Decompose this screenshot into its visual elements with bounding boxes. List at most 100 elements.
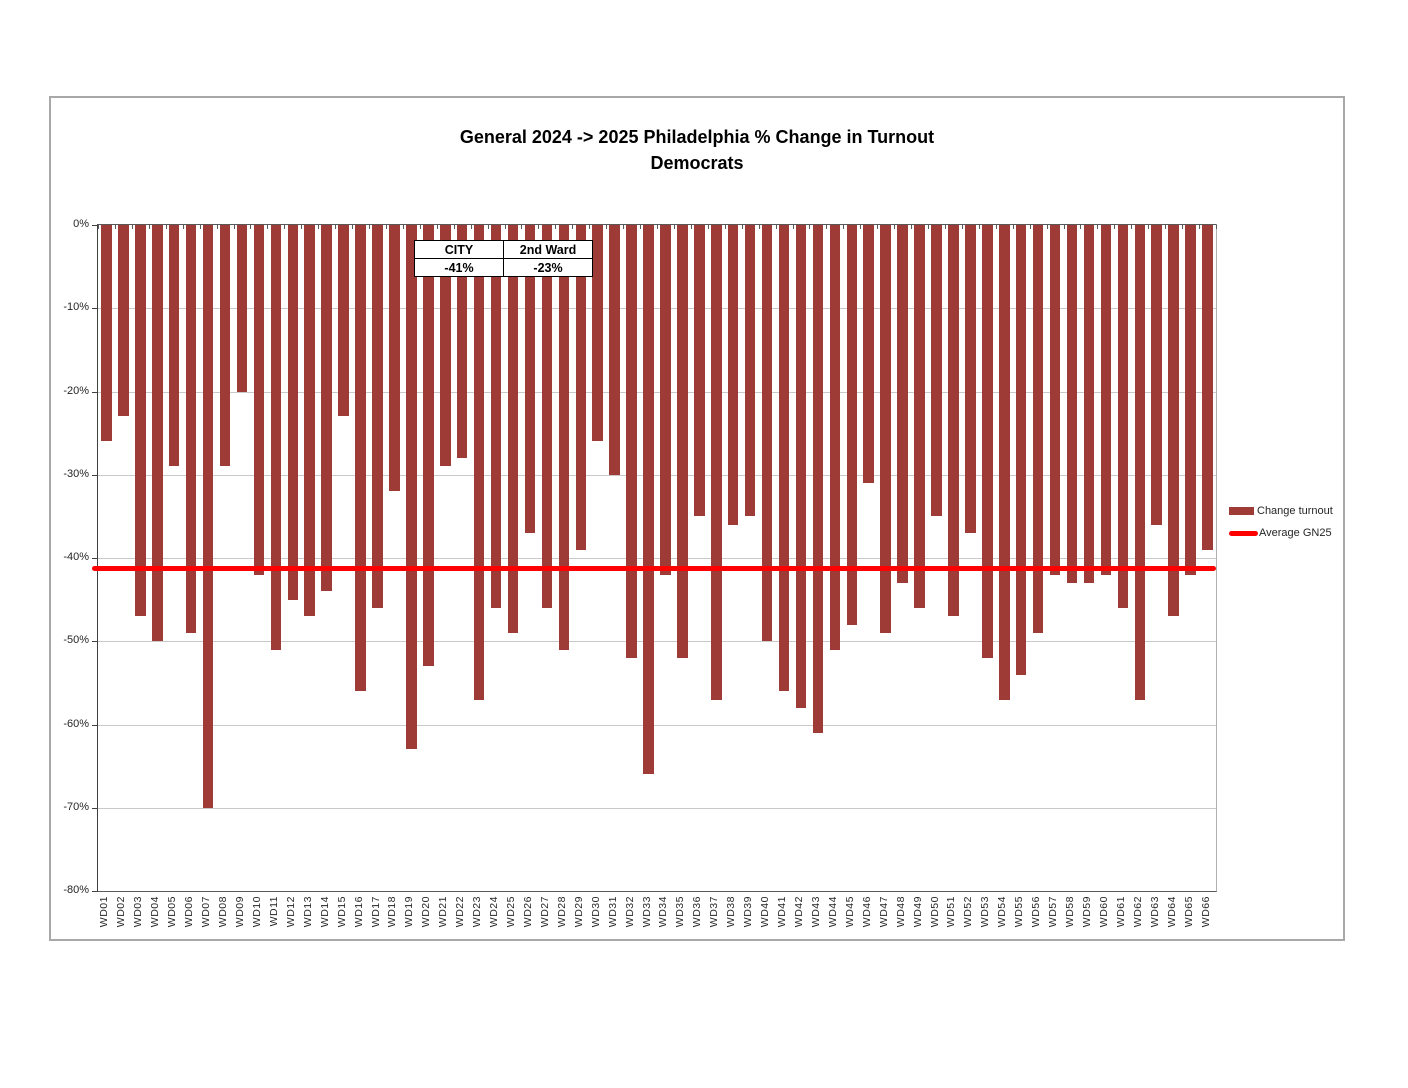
legend: Change turnout Average GN25 — [1229, 500, 1333, 544]
category-tick — [436, 225, 438, 229]
category-tick — [792, 225, 794, 229]
x-axis-label: WD18 — [386, 896, 399, 928]
bar-WD31 — [609, 225, 620, 475]
category-tick — [724, 225, 726, 229]
gridline — [98, 641, 1216, 643]
category-tick — [1182, 225, 1184, 229]
category-tick — [911, 225, 913, 229]
x-axis-label: WD10 — [250, 896, 263, 928]
bar-WD55 — [1015, 225, 1027, 675]
bar-WD59 — [1083, 225, 1095, 583]
category-tick — [233, 225, 235, 229]
x-axis-label: WD16 — [352, 896, 365, 928]
bar-WD33 — [643, 225, 654, 775]
x-axis-label: WD58 — [1064, 896, 1076, 928]
x-axis-label: WD43 — [809, 896, 822, 928]
x-axis-label: WD26 — [521, 896, 534, 928]
x-axis-label: WD34 — [657, 896, 670, 928]
bar-WD28 — [558, 225, 570, 650]
bar-WD07 — [202, 225, 214, 808]
bar-WD66 — [1202, 225, 1213, 550]
y-axis-label: 0% — [73, 218, 89, 230]
bar-WD46 — [863, 225, 874, 484]
chart-title-line1: General 2024 -> 2025 Philadelphia % Chan… — [459, 127, 935, 147]
category-tick — [148, 225, 150, 229]
x-axis-label: WD55 — [1013, 896, 1026, 928]
x-axis-label: WD12 — [284, 896, 297, 928]
category-tick — [978, 225, 980, 229]
y-axis-label: -40% — [63, 551, 89, 563]
category-tick — [1131, 225, 1133, 229]
bar-WD57 — [1049, 225, 1061, 575]
bar-WD47 — [880, 225, 891, 633]
category-tick — [555, 225, 557, 229]
x-axis-label: WD45 — [843, 896, 856, 928]
x-axis-label: WD36 — [691, 896, 704, 928]
bar-WD22 — [456, 225, 468, 459]
category-tick — [657, 225, 658, 229]
y-axis-tick — [92, 807, 97, 809]
x-axis-label: WD23 — [471, 896, 484, 928]
category-tick — [775, 225, 777, 229]
bar-WD15 — [338, 225, 349, 417]
x-axis-label: WD39 — [742, 896, 755, 928]
bar-WD60 — [1100, 225, 1112, 575]
x-axis-label: WD20 — [420, 896, 433, 928]
x-axis-label: WD07 — [200, 896, 213, 928]
x-axis-label: WD09 — [233, 896, 246, 928]
line-swatch-icon — [1229, 530, 1258, 536]
category-tick — [826, 225, 828, 229]
bar-WD44 — [829, 225, 841, 650]
legend-label-average-gn25: Average GN25 — [1259, 527, 1332, 539]
category-tick — [589, 225, 591, 229]
x-axis-label: WD03 — [132, 896, 145, 928]
y-axis-label: -10% — [63, 301, 89, 314]
stats-header-row: CITY 2nd Ward — [414, 240, 593, 259]
bar-WD26 — [524, 225, 536, 534]
bar-WD10 — [253, 225, 265, 575]
x-axis-label: WD48 — [894, 896, 907, 928]
bar-WD11 — [270, 225, 282, 650]
bar-WD38 — [727, 225, 739, 525]
category-tick — [182, 225, 184, 229]
bar-WD43 — [812, 225, 824, 733]
gridline — [98, 474, 1216, 476]
y-axis-tick — [92, 724, 97, 726]
x-axis-label: WD24 — [488, 896, 501, 928]
bar-WD29 — [575, 225, 587, 550]
category-tick — [385, 225, 387, 229]
y-axis-tick — [92, 225, 97, 226]
bar-WD24 — [490, 225, 502, 608]
bar-WD16 — [355, 225, 366, 692]
category-tick — [1199, 225, 1201, 229]
bar-WD62 — [1134, 225, 1146, 700]
y-axis-label: -30% — [63, 467, 89, 480]
category-tick — [301, 225, 303, 229]
x-axis-label: WD66 — [1199, 896, 1212, 928]
bar-WD65 — [1185, 225, 1196, 575]
category-tick — [402, 225, 404, 229]
plot-area — [92, 224, 1217, 892]
x-axis-label: WD01 — [98, 896, 111, 928]
bar-WD35 — [677, 225, 688, 658]
x-axis-label: WD31 — [606, 896, 619, 928]
gridline — [98, 558, 1216, 559]
x-axis-label: WD47 — [877, 896, 890, 928]
bar-WD03 — [135, 225, 146, 617]
bar-WD32 — [626, 225, 637, 658]
category-tick — [1165, 225, 1167, 229]
bar-WD54 — [999, 225, 1010, 700]
x-axis-label: WD17 — [369, 896, 382, 928]
bar-WD58 — [1066, 225, 1078, 583]
legend-item-average-gn25: Average GN25 — [1229, 522, 1333, 544]
legend-label-change-turnout: Change turnout — [1257, 505, 1333, 517]
category-tick — [640, 225, 642, 229]
bar-WD34 — [660, 225, 671, 575]
category-tick — [470, 225, 472, 229]
category-tick — [673, 225, 675, 229]
bar-WD40 — [761, 225, 773, 642]
x-axis-label: WD05 — [166, 896, 179, 928]
category-tick — [572, 225, 574, 229]
y-axis-label: -80% — [63, 884, 89, 896]
